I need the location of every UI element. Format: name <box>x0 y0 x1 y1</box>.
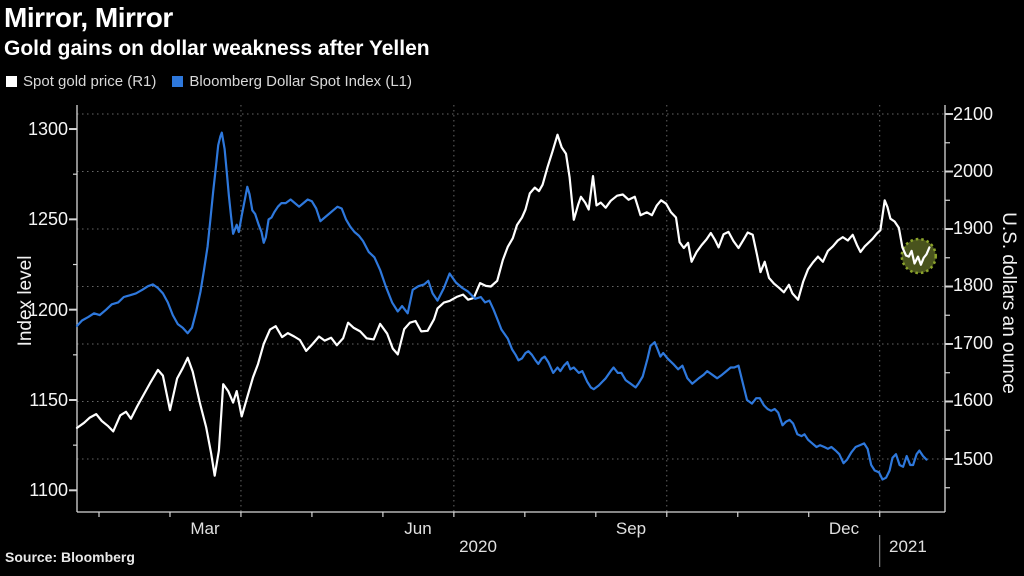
right-tick-1500: 1500 <box>953 449 994 469</box>
right-tick-1700: 1700 <box>953 333 994 353</box>
legend-item-dollar: Bloomberg Dollar Spot Index (L1) <box>172 73 412 90</box>
chart-subtitle: Gold gains on dollar weakness after Yell… <box>4 37 430 60</box>
legend: Spot gold price (R1) Bloomberg Dollar Sp… <box>6 73 412 90</box>
legend-item-gold: Spot gold price (R1) <box>6 73 156 90</box>
right-tick-2100: 2100 <box>953 104 994 124</box>
left-tick-1300: 1300 <box>27 119 68 139</box>
legend-label-gold: Spot gold price (R1) <box>23 73 157 90</box>
month-label-sep: Sep <box>615 519 647 538</box>
gold-legend-swatch-icon <box>6 76 17 87</box>
right-tick-2000: 2000 <box>953 161 994 181</box>
source-credit: Source: Bloomberg <box>5 549 135 565</box>
left-tick-1150: 1150 <box>29 390 68 410</box>
right-axis-title: U.S. dollars an ounce <box>998 212 1019 394</box>
left-tick-1250: 1250 <box>27 209 68 229</box>
year-label-2021: 2021 <box>889 537 927 556</box>
month-label-jun: Jun <box>404 519 432 538</box>
right-tick-1600: 1600 <box>953 390 994 410</box>
left-tick-1200: 1200 <box>27 300 68 320</box>
chart-title: Mirror, Mirror <box>4 2 173 33</box>
month-label-mar: Mar <box>190 519 220 538</box>
right-tick-1900: 1900 <box>953 218 994 238</box>
year-label-2020: 2020 <box>459 537 497 556</box>
month-label-dec: Dec <box>828 519 860 538</box>
dollar-legend-swatch-icon <box>172 76 184 87</box>
right-tick-1800: 1800 <box>953 275 994 295</box>
legend-label-dollar: Bloomberg Dollar Spot Index (L1) <box>189 73 413 90</box>
left-tick-1100: 1100 <box>29 480 68 500</box>
